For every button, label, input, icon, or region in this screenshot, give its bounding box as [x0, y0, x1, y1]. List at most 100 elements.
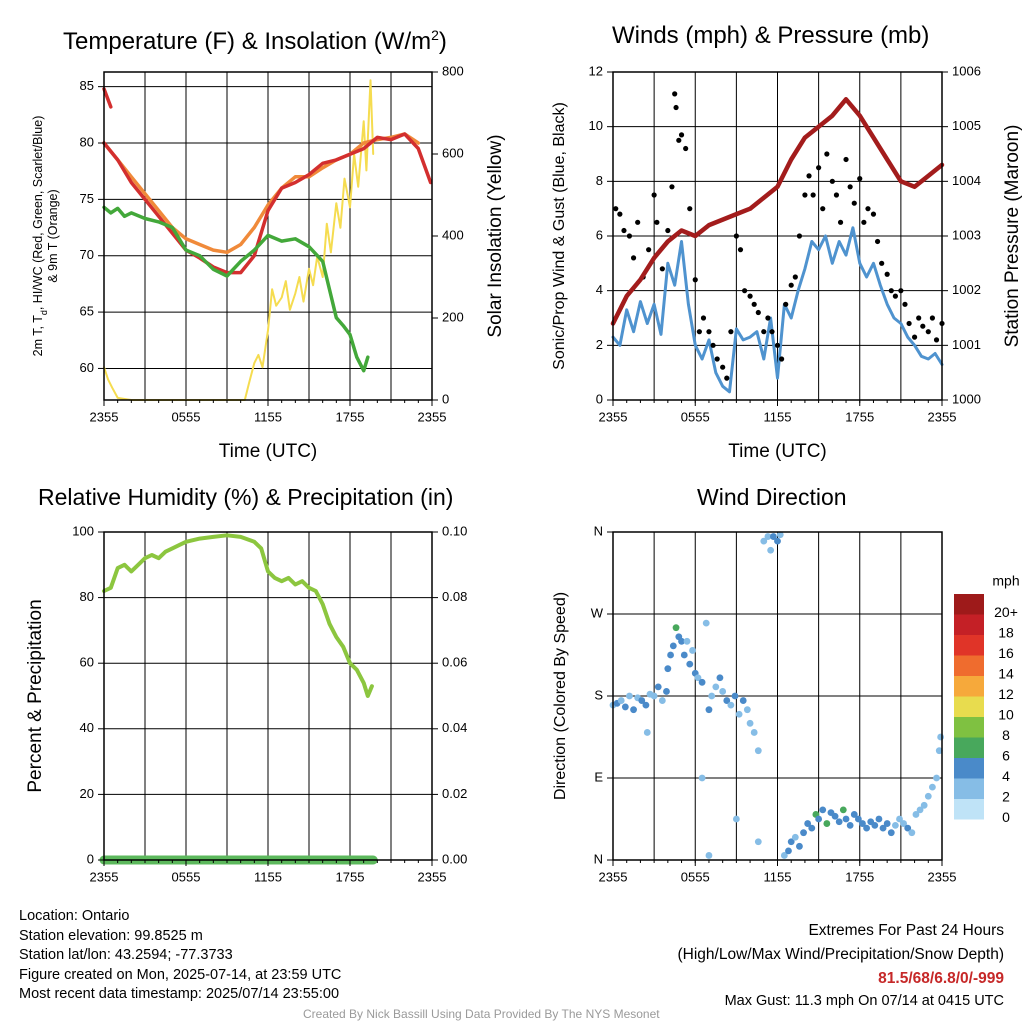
- winds-ytick-label: 8: [596, 173, 603, 188]
- gust-point: [774, 342, 781, 348]
- gust-point: [769, 329, 775, 335]
- direction-point: [723, 697, 731, 704]
- direction-point: [863, 824, 871, 832]
- colorbar-label: 16: [998, 645, 1014, 661]
- gust-point: [646, 247, 652, 253]
- direction-point: [859, 820, 866, 827]
- gust-point: [824, 151, 830, 157]
- gust-point: [892, 293, 898, 299]
- direction-point: [883, 820, 891, 827]
- colorbar-swatch: [954, 799, 984, 820]
- winds-ylabel-right: Station Pressure (Maroon): [1002, 125, 1023, 348]
- colorbar-swatch: [954, 594, 984, 615]
- gust-point: [761, 329, 767, 335]
- winds-plot-area: [612, 71, 943, 401]
- series-temp_2m: [102, 132, 433, 275]
- temperature-title: Temperature (F) & Insolation (W/m2): [63, 27, 447, 55]
- direction-point: [689, 647, 696, 654]
- humidity-ytick-label: 20: [80, 786, 94, 801]
- winds-ytick-right-label: 1006: [952, 63, 981, 78]
- direction-point: [875, 815, 883, 823]
- gust-point: [851, 200, 857, 206]
- gust-point: [630, 255, 637, 261]
- direction-point: [871, 821, 879, 829]
- humidity-xtick-label: 1755: [336, 869, 365, 884]
- station-info: Location: Ontario Station elevation: 99.…: [19, 907, 341, 1005]
- gust-point: [792, 274, 798, 280]
- direction-point: [846, 821, 854, 829]
- direction-point: [933, 774, 940, 782]
- direction-point: [663, 688, 670, 695]
- gust-point: [879, 260, 885, 266]
- gust-point: [816, 165, 822, 171]
- gust-point: [613, 206, 619, 212]
- temperature-xtick-label: 2355: [90, 409, 119, 424]
- direction-point: [769, 533, 777, 540]
- direction-point: [732, 815, 740, 823]
- direction-point: [908, 829, 916, 837]
- direction-point: [750, 729, 758, 736]
- direction-point: [774, 537, 781, 545]
- humidity-xtick-label: 2355: [90, 869, 119, 884]
- temperature-ytick-label: 70: [80, 247, 94, 262]
- direction-point: [767, 546, 775, 554]
- direction-point: [896, 815, 903, 823]
- series-wind: [611, 226, 944, 394]
- winds-ytick-label: 12: [589, 63, 603, 78]
- direction-point: [935, 747, 943, 755]
- humidity-xtick-label: 2355: [418, 869, 447, 884]
- gust-point: [833, 192, 840, 198]
- direction-point: [804, 820, 812, 827]
- gust-point: [829, 178, 835, 184]
- winds-xtick-label: 2355: [599, 409, 628, 424]
- colorbar-swatch: [954, 635, 984, 656]
- winds-ytick-right-label: 1004: [952, 173, 981, 188]
- direction-point: [823, 820, 831, 827]
- gust-point: [710, 342, 716, 348]
- gust-point: [687, 206, 693, 212]
- direction-point: [891, 821, 899, 829]
- gust-point: [617, 211, 623, 217]
- temperature-ylabel-right: Solar Insolation (Yellow): [485, 134, 506, 337]
- direction-ylabel-left: Direction (Colored By Speed): [552, 592, 569, 800]
- colorbar-swatch: [954, 758, 984, 779]
- direction-point: [626, 692, 633, 700]
- direction-ytick-label: S: [594, 687, 603, 702]
- direction-point: [800, 829, 807, 837]
- direction-point: [716, 674, 724, 682]
- direction-point: [764, 533, 772, 540]
- elevation-text: Station elevation: 99.8525 m: [19, 927, 203, 944]
- colorbar-label: 2: [1002, 788, 1010, 804]
- temperature-xtick-label: 0555: [172, 409, 201, 424]
- direction-point: [819, 806, 827, 814]
- direction-xtick-label: 2355: [599, 869, 628, 884]
- direction-point: [924, 792, 932, 800]
- temperature-ytick-label: 80: [80, 134, 94, 149]
- direction-point: [929, 783, 936, 791]
- colorbar-label: 14: [998, 665, 1014, 681]
- direction-point: [617, 697, 625, 704]
- direction-point: [879, 824, 887, 832]
- gust-point: [911, 334, 918, 340]
- direction-point: [712, 683, 720, 691]
- gust-point: [700, 315, 707, 321]
- direction-point: [642, 701, 650, 709]
- humidity-xtick-label: 0555: [172, 869, 201, 884]
- gust-point: [906, 320, 912, 327]
- direction-point: [754, 838, 762, 846]
- winds-xtick-label: 0555: [681, 409, 710, 424]
- direction-point: [702, 619, 710, 627]
- direction-point: [760, 537, 768, 545]
- direction-point: [835, 818, 843, 826]
- latlon-text: Station lat/lon: 43.2594; -77.3733: [19, 947, 233, 963]
- gust-point: [678, 132, 685, 138]
- gust-point: [672, 91, 678, 97]
- max-gust-text: Max Gust: 11.3 mph On 07/14 at 0415 UTC: [724, 993, 1004, 1009]
- winds-ytick-label: 2: [596, 337, 603, 352]
- colorbar-swatch: [954, 696, 984, 717]
- humidity-ytick-right-label: 0.10: [442, 523, 467, 538]
- gust-point: [626, 233, 633, 239]
- humidity-ytick-right-label: 0.00: [442, 851, 467, 866]
- gust-point: [847, 184, 853, 190]
